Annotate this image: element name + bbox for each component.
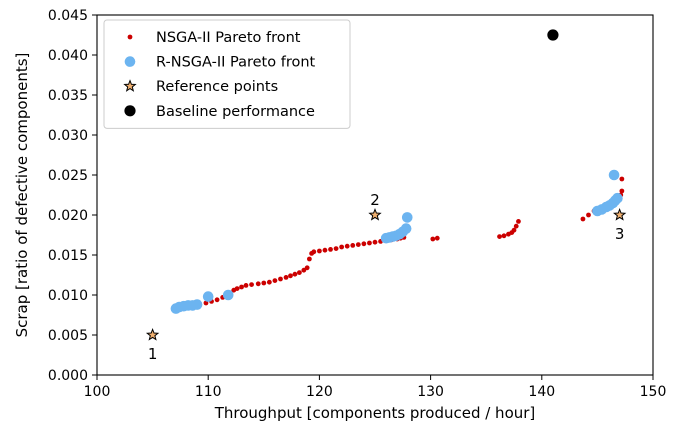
series-1-point-7 bbox=[222, 289, 234, 301]
x-axis-label: Throughput [components produced / hour] bbox=[214, 404, 536, 422]
series-0-point-64 bbox=[619, 188, 625, 194]
series-0-point-38 bbox=[372, 239, 378, 245]
legend-marker-0 bbox=[127, 34, 133, 40]
series-0-point-32 bbox=[339, 244, 345, 250]
series-3-point-0 bbox=[547, 29, 559, 41]
y-tick-label: 0.045 bbox=[48, 8, 88, 24]
series-2-point-1 bbox=[368, 208, 382, 221]
x-tick-label: 150 bbox=[640, 384, 667, 400]
series-0-point-33 bbox=[344, 243, 350, 249]
y-tick-label: 0.040 bbox=[48, 48, 88, 64]
series-0-point-28 bbox=[317, 248, 322, 254]
series-0-point-22 bbox=[296, 270, 302, 275]
series-0-point-55 bbox=[586, 212, 591, 218]
legend-label-0: NSGA-II Pareto front bbox=[156, 30, 301, 46]
y-tick-label: 0.005 bbox=[48, 328, 88, 344]
series-0-point-25 bbox=[306, 256, 312, 262]
series-0-point-48 bbox=[501, 233, 507, 239]
plot-frame bbox=[96, 14, 654, 376]
series-0-point-54 bbox=[580, 216, 586, 222]
x-tick-label: 100 bbox=[84, 384, 111, 400]
x-tick-label: 130 bbox=[417, 384, 444, 400]
series-1-point-5 bbox=[191, 299, 203, 310]
series-0-point-24 bbox=[304, 265, 310, 271]
x-tick-label: 120 bbox=[306, 384, 333, 400]
y-tick-label: 0.035 bbox=[48, 88, 88, 104]
series-0-point-36 bbox=[361, 241, 367, 247]
reference-point-label-1: 1 bbox=[148, 345, 158, 363]
y-tick-label: 0.000 bbox=[48, 368, 88, 384]
reference-point-label-2: 2 bbox=[370, 191, 380, 209]
series-0-point-12 bbox=[243, 283, 249, 288]
series-0-point-53 bbox=[516, 219, 521, 224]
reference-point-label-3: 3 bbox=[615, 225, 625, 243]
y-tick-label: 0.025 bbox=[48, 168, 88, 184]
series-0-point-52 bbox=[513, 223, 519, 229]
series-0-point-16 bbox=[266, 279, 272, 285]
series-0-point-51 bbox=[511, 227, 517, 233]
series-0-point-15 bbox=[261, 280, 267, 286]
y-axis-label: Scrap [ratio of defective components] bbox=[13, 53, 31, 338]
series-0-point-30 bbox=[328, 247, 333, 252]
y-tick-label: 0.020 bbox=[48, 208, 88, 224]
y-tick-label: 0.010 bbox=[48, 288, 88, 304]
series-1-point-23 bbox=[608, 169, 620, 181]
series-0-point-23 bbox=[301, 267, 307, 273]
x-tick-label: 110 bbox=[195, 384, 222, 400]
series-2-point-0 bbox=[145, 328, 160, 341]
series-0-point-27 bbox=[311, 249, 317, 255]
series-0-point-13 bbox=[249, 282, 254, 287]
series-0-point-35 bbox=[355, 242, 361, 248]
series-0-point-10 bbox=[234, 286, 240, 291]
y-tick-label: 0.015 bbox=[48, 248, 88, 264]
series-0-point-18 bbox=[278, 276, 283, 282]
series-0-point-37 bbox=[367, 240, 372, 246]
points-layer bbox=[145, 29, 627, 341]
series-0-point-20 bbox=[288, 273, 293, 279]
series-0-point-34 bbox=[350, 243, 356, 248]
legend-marker-2 bbox=[123, 79, 137, 92]
series-0-point-45 bbox=[430, 236, 436, 242]
series-2-point-2 bbox=[612, 208, 627, 221]
series-1-point-15 bbox=[401, 212, 413, 223]
series-0-point-31 bbox=[333, 246, 339, 252]
series-1-point-6 bbox=[202, 291, 214, 302]
legend-label-3: Baseline performance bbox=[156, 104, 315, 120]
series-0-point-29 bbox=[322, 247, 328, 253]
series-0-point-47 bbox=[497, 234, 502, 240]
annotation-layer: 1 2 3 bbox=[148, 191, 625, 363]
legend-label-2: Reference points bbox=[156, 79, 278, 95]
series-0-point-17 bbox=[272, 278, 278, 283]
x-axis-ticks: 100 110 120 130 140 150 bbox=[84, 375, 667, 400]
y-tick-label: 0.030 bbox=[48, 128, 88, 144]
series-0-point-21 bbox=[292, 271, 298, 277]
series-0-point-6 bbox=[214, 297, 220, 303]
series-0-point-11 bbox=[239, 284, 244, 290]
series-0-point-65 bbox=[619, 176, 625, 182]
legend-box bbox=[103, 19, 351, 129]
series-0-point-14 bbox=[255, 281, 261, 287]
legend-marker-3 bbox=[124, 105, 136, 117]
x-tick-label: 140 bbox=[528, 384, 555, 400]
series-0-point-46 bbox=[434, 235, 440, 241]
y-axis-ticks: 0.000 0.005 0.010 0.015 0.020 0.025 0.030 0.035… bbox=[48, 8, 97, 384]
legend-items: NSGA-II Pareto front R-NSGA-II Pareto fro… bbox=[123, 30, 316, 120]
legend-marker-1 bbox=[124, 56, 136, 67]
series-1-point-14 bbox=[400, 223, 412, 234]
series-1-point-22 bbox=[612, 192, 623, 204]
legend: NSGA-II Pareto front R-NSGA-II Pareto fro… bbox=[103, 19, 351, 129]
series-0-point-19 bbox=[283, 275, 289, 280]
legend-label-1: R-NSGA-II Pareto front bbox=[156, 55, 316, 71]
